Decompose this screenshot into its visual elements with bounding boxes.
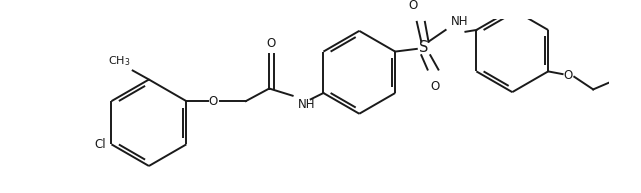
Text: O: O [408, 0, 418, 12]
Text: O: O [209, 95, 218, 108]
Text: NH: NH [451, 15, 469, 28]
Text: O: O [267, 37, 276, 50]
Text: S: S [419, 41, 429, 55]
Text: O: O [430, 80, 440, 93]
Text: Cl: Cl [94, 138, 106, 151]
Text: O: O [563, 69, 572, 81]
Text: CH$_3$: CH$_3$ [108, 54, 130, 68]
Text: NH: NH [298, 97, 315, 111]
